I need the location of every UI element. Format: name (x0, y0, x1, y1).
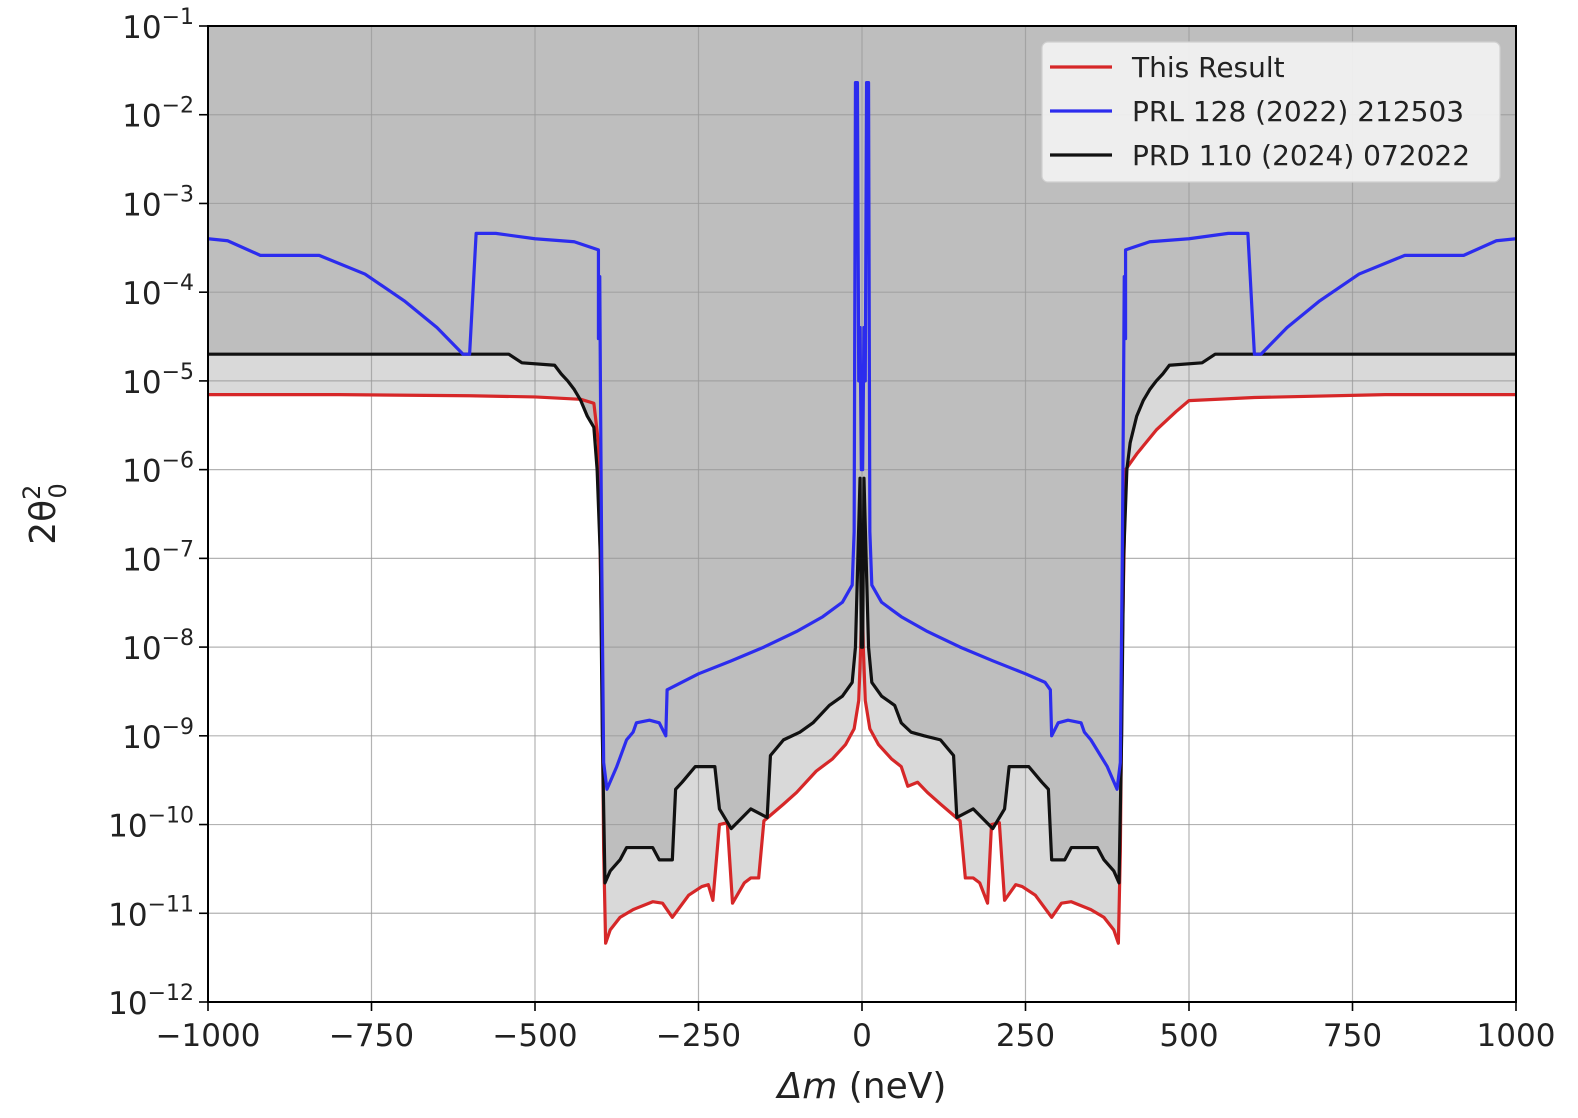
series-lines (208, 81, 1516, 945)
x-tick-label: 750 (1323, 1018, 1382, 1054)
x-axis-label: Δm (neV) (775, 1066, 947, 1107)
legend: This Result PRL 128 (2022) 212503 PRD 110 … (1041, 41, 1501, 183)
legend-label: This Result (1131, 51, 1285, 84)
y-tick-label: 10−10 (108, 804, 194, 845)
y-tick-label: 10−2 (122, 94, 194, 135)
x-tick-label: −250 (656, 1018, 741, 1054)
x-tick-label: −1000 (156, 1018, 261, 1054)
x-tick-label: −500 (492, 1018, 577, 1054)
legend-label: PRL 128 (2022) 212503 (1132, 95, 1464, 128)
legend-box (1041, 41, 1501, 183)
x-tick-label: 0 (852, 1018, 872, 1054)
y-tick-label: 10−3 (122, 182, 194, 223)
y-tick-label: 10−7 (122, 537, 194, 578)
y-tick-label: 10−4 (122, 271, 194, 312)
y-tick-label: 10−5 (122, 360, 194, 401)
x-tick-label: −750 (329, 1018, 414, 1054)
y-axis-label: 2θ20 (18, 483, 72, 545)
y-tick-label: 10−6 (122, 449, 194, 490)
y-tick-label: 10−11 (108, 892, 194, 933)
y-tick-label: 10−8 (122, 626, 194, 667)
x-tick-label: 500 (1159, 1018, 1218, 1054)
x-tick-label: 1000 (1477, 1018, 1556, 1054)
x-tick-label: 250 (996, 1018, 1055, 1054)
y-tick-label: 10−12 (108, 981, 194, 1022)
series-line-1 (208, 81, 1516, 791)
plot-area (207, 25, 1517, 1003)
axes: −1000 −750 −500 −250 0 250 500 750 1000 10−12 10−1… (18, 5, 1555, 1107)
y-tick-label: 10−9 (122, 715, 194, 756)
y-tick-label: 10−1 (122, 5, 194, 46)
legend-label: PRD 110 (2024) 072022 (1132, 139, 1470, 172)
